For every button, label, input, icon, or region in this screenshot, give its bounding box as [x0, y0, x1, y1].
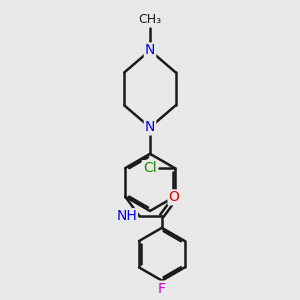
Text: CH₃: CH₃ — [138, 13, 162, 26]
Text: N: N — [145, 120, 155, 134]
Text: NH: NH — [117, 209, 137, 223]
Text: O: O — [169, 190, 179, 204]
Text: F: F — [158, 282, 166, 296]
Text: N: N — [145, 44, 155, 57]
Text: Cl: Cl — [143, 161, 156, 175]
